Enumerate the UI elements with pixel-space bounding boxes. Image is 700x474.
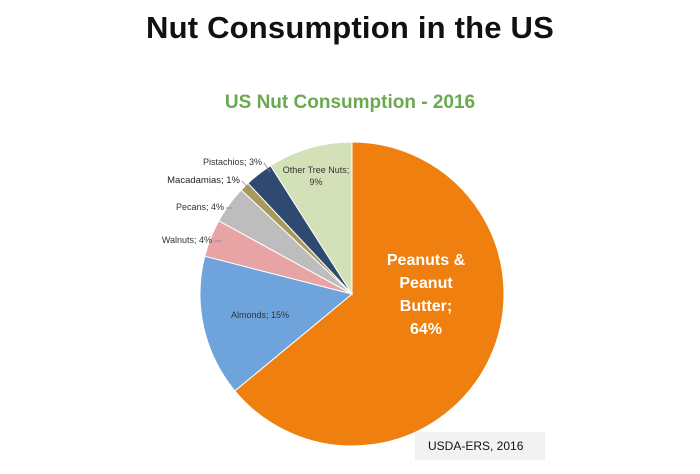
slide-title: Nut Consumption in the US	[146, 10, 554, 45]
slice-label-other-tree-nuts: Other Tree Nuts; 9%	[283, 165, 350, 187]
pie-slice-peanuts-peanut-butter	[234, 141, 505, 447]
source-note: USDA-ERS, 2016	[428, 439, 524, 453]
slice-label-almonds: Almonds; 15%	[231, 310, 289, 320]
pie-slice-other-tree-nuts	[269, 141, 353, 296]
slice-label-pistachios: Pistachios; 3%	[203, 157, 262, 167]
leader-lines	[214, 162, 271, 242]
pie-slices	[199, 141, 505, 447]
chart-title: US Nut Consumption - 2016	[224, 92, 476, 113]
slice-label-walnuts: Walnuts; 4%	[162, 235, 212, 245]
leader-line-macadamias	[241, 180, 251, 191]
slice-label-peanuts-peanut-butter: Peanuts & Peanut Butter; 64%	[387, 252, 466, 338]
slice-label-macadamias: Macadamias; 1%	[167, 175, 240, 186]
source-box	[415, 432, 545, 460]
slice-label-pecans: Pecans; 4%	[176, 202, 224, 212]
slice-labels: Peanuts & Peanut Butter; 64% Almonds; 15% Wal…	[162, 157, 466, 338]
pie-slice-almonds	[199, 255, 354, 392]
leader-line-pistachios	[263, 162, 271, 173]
